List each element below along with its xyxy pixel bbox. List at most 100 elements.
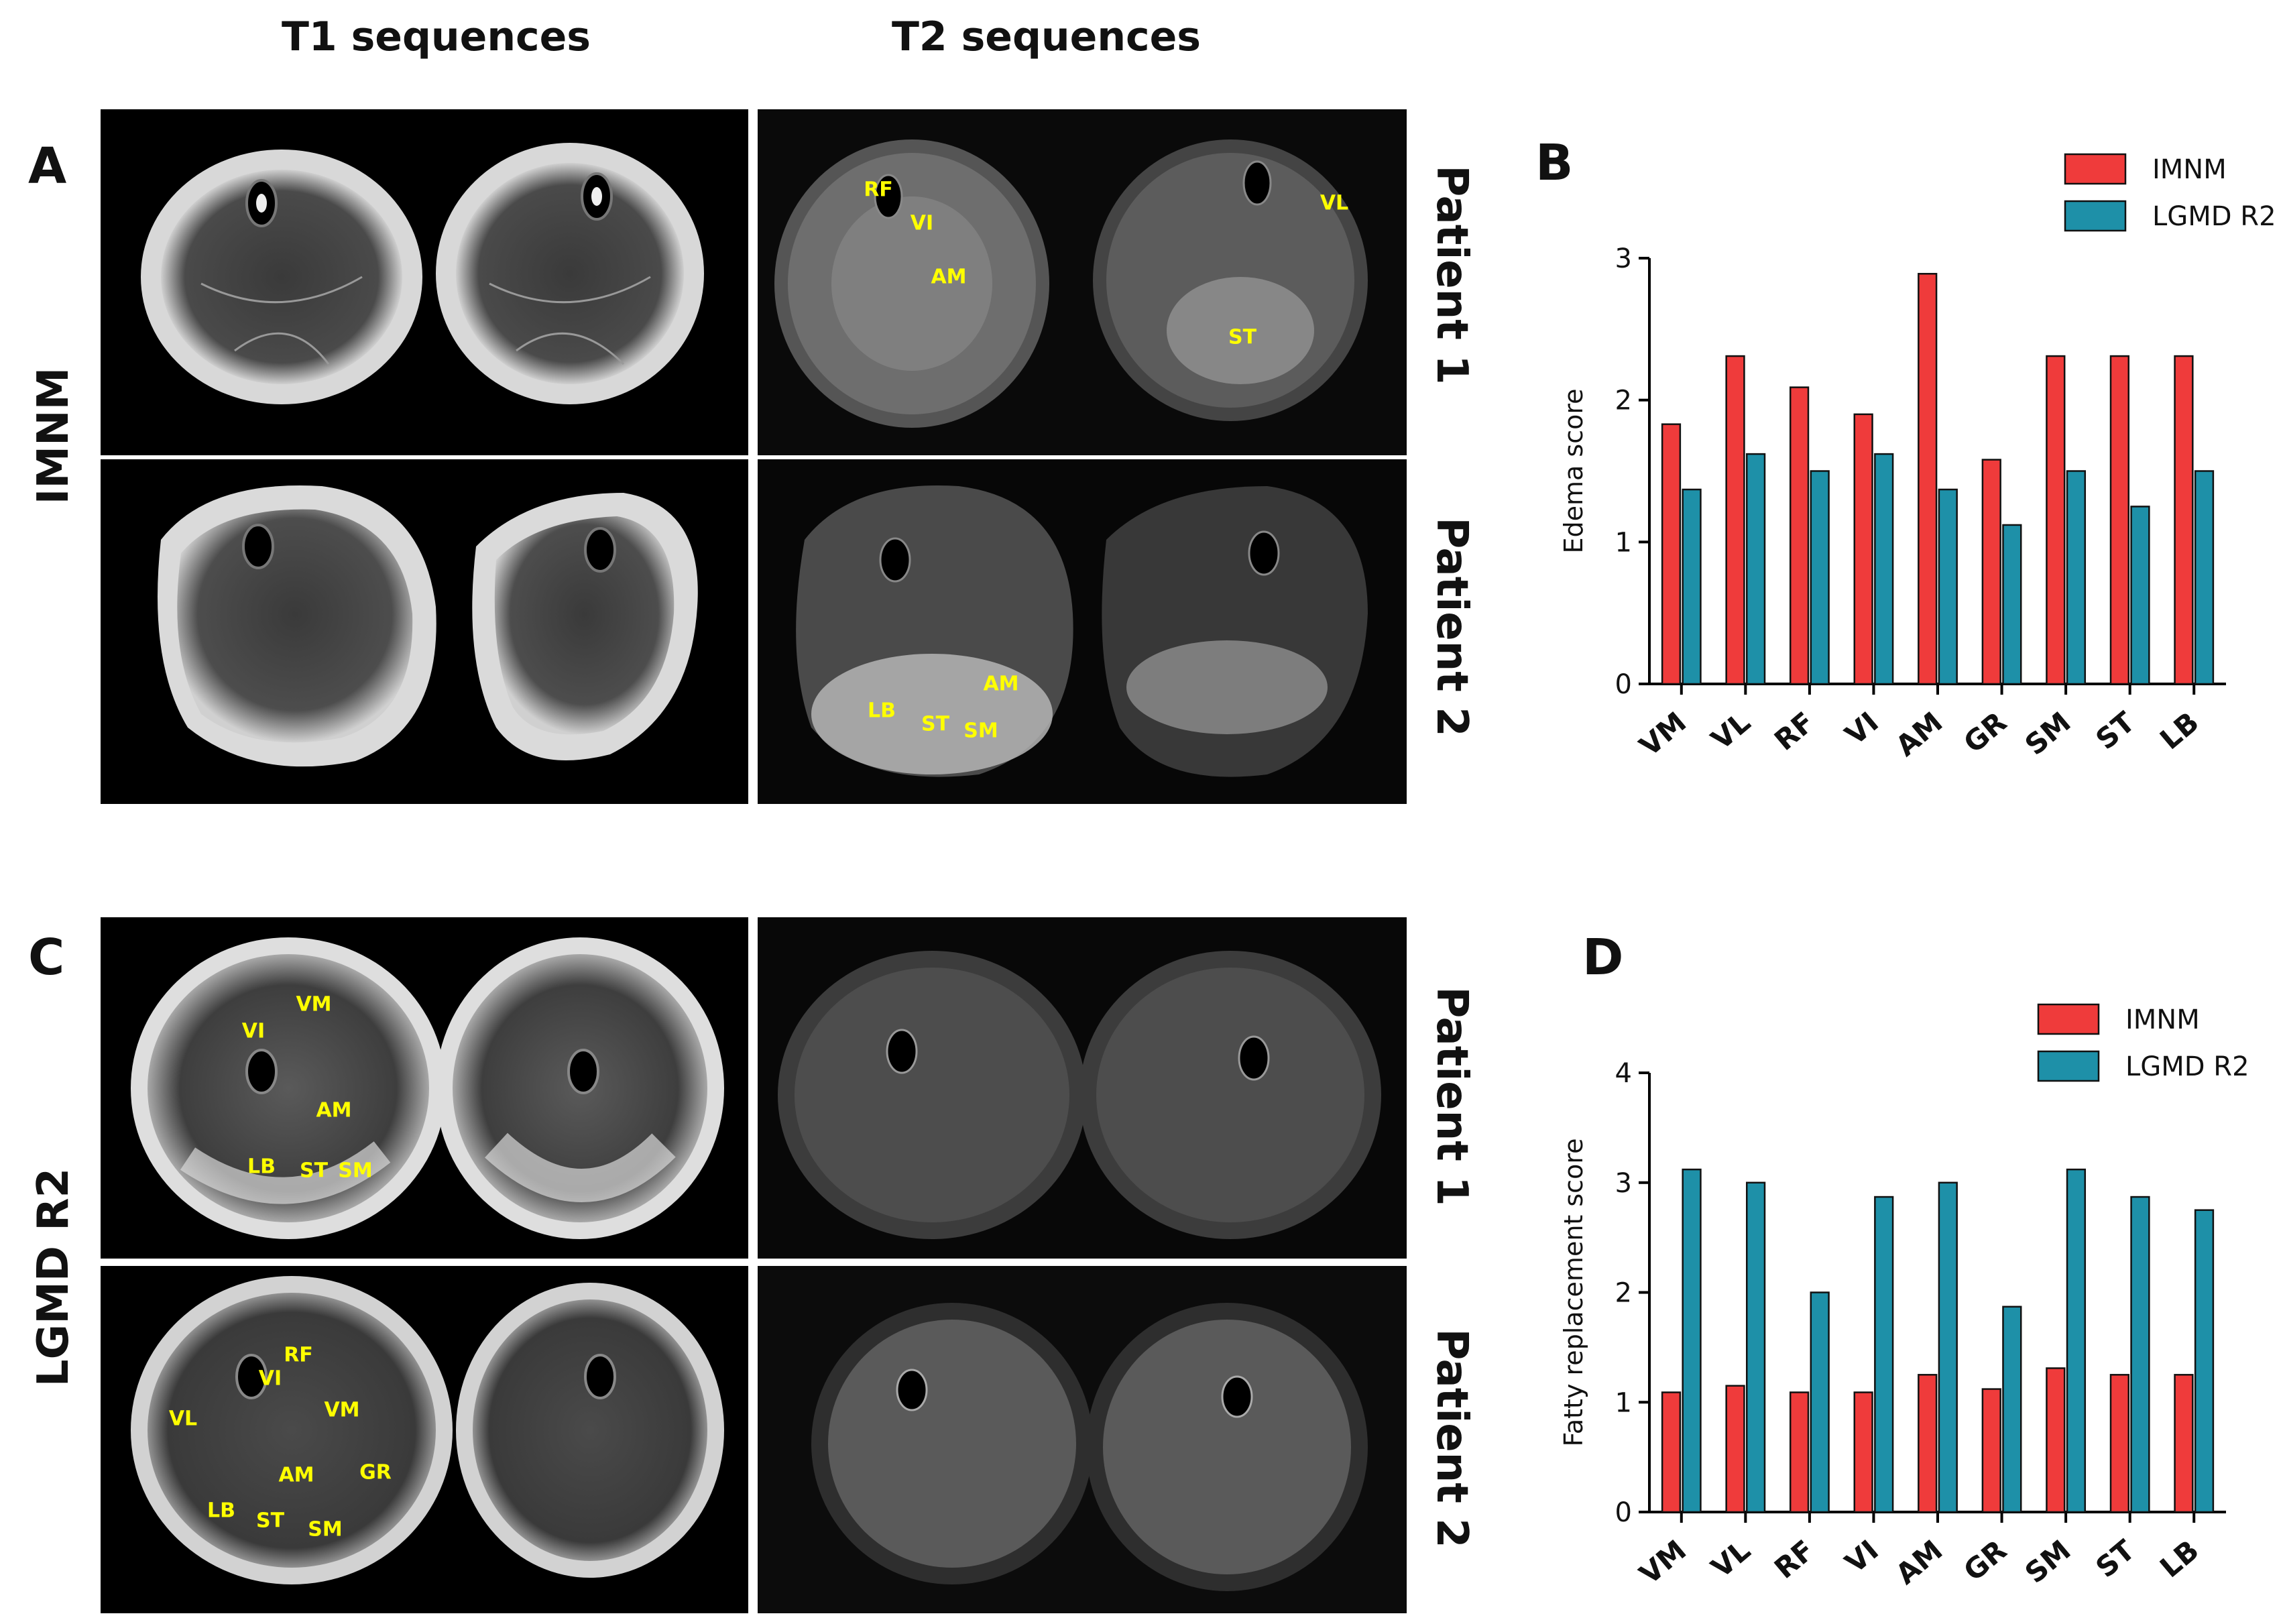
bar-lgmd-r2-rf <box>1810 470 1830 685</box>
bar-imnm-gr <box>1981 1388 2001 1513</box>
y-tick-label: 1 <box>1615 1387 1632 1418</box>
bar-lgmd-r2-st <box>2130 1196 2150 1513</box>
mri-imnm-patient1-t1 <box>101 109 748 455</box>
bar-lgmd-r2-lb <box>2194 1209 2215 1513</box>
bar-imnm-lb <box>2174 355 2194 685</box>
mri-imnm-patient2-t2: AM LB ST SM <box>758 459 1407 804</box>
x-tick-label: AM <box>1889 705 1948 762</box>
bar-imnm-am <box>1918 1374 1938 1513</box>
muscle-label: AM <box>278 1463 314 1487</box>
bar-imnm-vi <box>1853 1391 1873 1513</box>
bar-imnm-vl <box>1725 355 1745 685</box>
panel-letter-c: C <box>28 929 65 986</box>
x-tick-label: VI <box>1838 1533 1884 1579</box>
bar-lgmd-r2-vl <box>1745 453 1766 685</box>
x-tick-label: SM <box>2019 1533 2077 1590</box>
bar-imnm-vi <box>1853 413 1873 685</box>
bar-lgmd-r2-gr <box>2002 1306 2022 1513</box>
x-tick-label: GR <box>1957 1533 2013 1587</box>
muscle-label: VM <box>324 1398 360 1422</box>
bar-imnm-sm <box>2046 1367 2066 1513</box>
x-tick-label: VL <box>1705 1533 1757 1584</box>
bar-lgmd-r2-lb <box>2194 470 2215 685</box>
y-tick-label: 3 <box>1615 1168 1632 1199</box>
panel-letter-d: D <box>1582 929 1624 986</box>
muscle-label: VI <box>258 1367 282 1391</box>
x-tick-label: VL <box>1705 705 1757 756</box>
y-axis-label: Fatty replacement score <box>1559 1139 1588 1447</box>
bar-imnm-vm <box>1661 423 1682 685</box>
bar-lgmd-r2-vi <box>1874 1196 1894 1513</box>
bar-imnm-st <box>2109 1374 2130 1513</box>
x-tick-label: ST <box>2089 1533 2141 1584</box>
muscle-label: GR <box>359 1460 392 1485</box>
mri-imnm-patient1-t2: RF VI AM VL ST <box>758 109 1407 455</box>
x-tick-label: AM <box>1889 1533 1948 1590</box>
y-tick-label: 2 <box>1615 1278 1632 1309</box>
bar-imnm-rf <box>1789 386 1810 685</box>
bar-lgmd-r2-rf <box>1810 1291 1830 1513</box>
bar-lgmd-r2-sm <box>2066 1168 2087 1513</box>
legend-swatch-lgmd-r2 <box>2064 200 2127 232</box>
bar-lgmd-r2-am <box>1938 488 1958 685</box>
muscle-label: LB <box>247 1155 276 1179</box>
group-label-lgmd: LGMD R2 <box>29 1167 78 1387</box>
muscle-label: ST <box>921 712 950 736</box>
x-tick-label: RF <box>1768 705 1820 757</box>
panel-letter-a: A <box>28 137 67 195</box>
muscle-label: SM <box>338 1159 373 1183</box>
y-tick-label: 0 <box>1615 1497 1632 1528</box>
mri-lgmd-patient2-t2 <box>758 1266 1407 1613</box>
x-tick-label: GR <box>1957 705 2013 759</box>
muscle-label: ST <box>299 1159 329 1183</box>
muscle-label: ST <box>255 1509 285 1533</box>
bar-imnm-am <box>1918 273 1938 685</box>
y-tick-label: 2 <box>1615 386 1632 416</box>
legend-label-imnm: IMNM <box>2152 154 2227 185</box>
patient-label-imnm-1: Patient 1 <box>1427 165 1476 385</box>
group-label-imnm: IMNM <box>29 367 78 505</box>
muscle-label: SM <box>963 719 998 743</box>
t2-title: T2 sequences <box>892 13 1202 60</box>
muscle-label: VL <box>1320 191 1349 215</box>
muscle-label: AM <box>931 265 967 289</box>
bar-imnm-sm <box>2046 355 2066 685</box>
x-tick-label: LB <box>2154 1533 2205 1584</box>
muscle-label: VI <box>241 1019 266 1043</box>
x-tick-label: SM <box>2019 705 2077 762</box>
chart-fatty-replacement-score: 0 1 2 3 4 Fatty replacement score VM VL RF VI AM GR… <box>1559 1003 2249 1590</box>
mri-lgmd-patient1-t1: VM VI AM LB ST SM <box>101 917 748 1259</box>
bar-lgmd-r2-vi <box>1874 453 1894 685</box>
x-tick-label: ST <box>2089 705 2141 756</box>
muscle-label: RF <box>284 1343 313 1367</box>
bar-lgmd-r2-st <box>2130 506 2150 685</box>
y-tick-label: 3 <box>1615 243 1632 274</box>
mri-lgmd-patient1-t2 <box>758 917 1407 1259</box>
mri-imnm-patient2-t1 <box>101 459 748 804</box>
bar-imnm-gr <box>1981 459 2001 685</box>
muscle-label: RF <box>864 178 893 202</box>
y-tick-label: 1 <box>1615 527 1632 558</box>
bar-lgmd-r2-vl <box>1745 1181 1766 1513</box>
bar-lgmd-r2-vm <box>1682 488 1702 685</box>
legend-label-lgmd-r2: LGMD R2 <box>2152 201 2276 232</box>
bar-imnm-lb <box>2174 1374 2194 1513</box>
legend-swatch-lgmd-r2 <box>2037 1050 2100 1082</box>
legend-label-imnm: IMNM <box>2125 1004 2200 1035</box>
t1-title: T1 sequences <box>282 13 591 60</box>
mri-lgmd-patient2-t1: RF VI VL VM AM GR LB ST SM <box>101 1266 748 1613</box>
bar-lgmd-r2-vm <box>1682 1168 1702 1513</box>
muscle-label: AM <box>983 672 1019 696</box>
y-axis-label: Edema score <box>1559 389 1588 554</box>
legend-label-lgmd-r2: LGMD R2 <box>2125 1051 2249 1082</box>
bar-imnm-vm <box>1661 1391 1682 1513</box>
patient-label-lgmd-2: Patient 2 <box>1427 1328 1476 1548</box>
legend-swatch-imnm <box>2037 1003 2100 1035</box>
patient-label-imnm-2: Patient 2 <box>1427 517 1476 737</box>
x-tick-label: VM <box>1633 705 1692 762</box>
muscle-label: LB <box>868 699 896 723</box>
bar-imnm-rf <box>1789 1391 1810 1513</box>
muscle-label: SM <box>308 1517 343 1542</box>
x-tick-label: VI <box>1838 705 1884 751</box>
panel-letter-b: B <box>1535 134 1574 192</box>
